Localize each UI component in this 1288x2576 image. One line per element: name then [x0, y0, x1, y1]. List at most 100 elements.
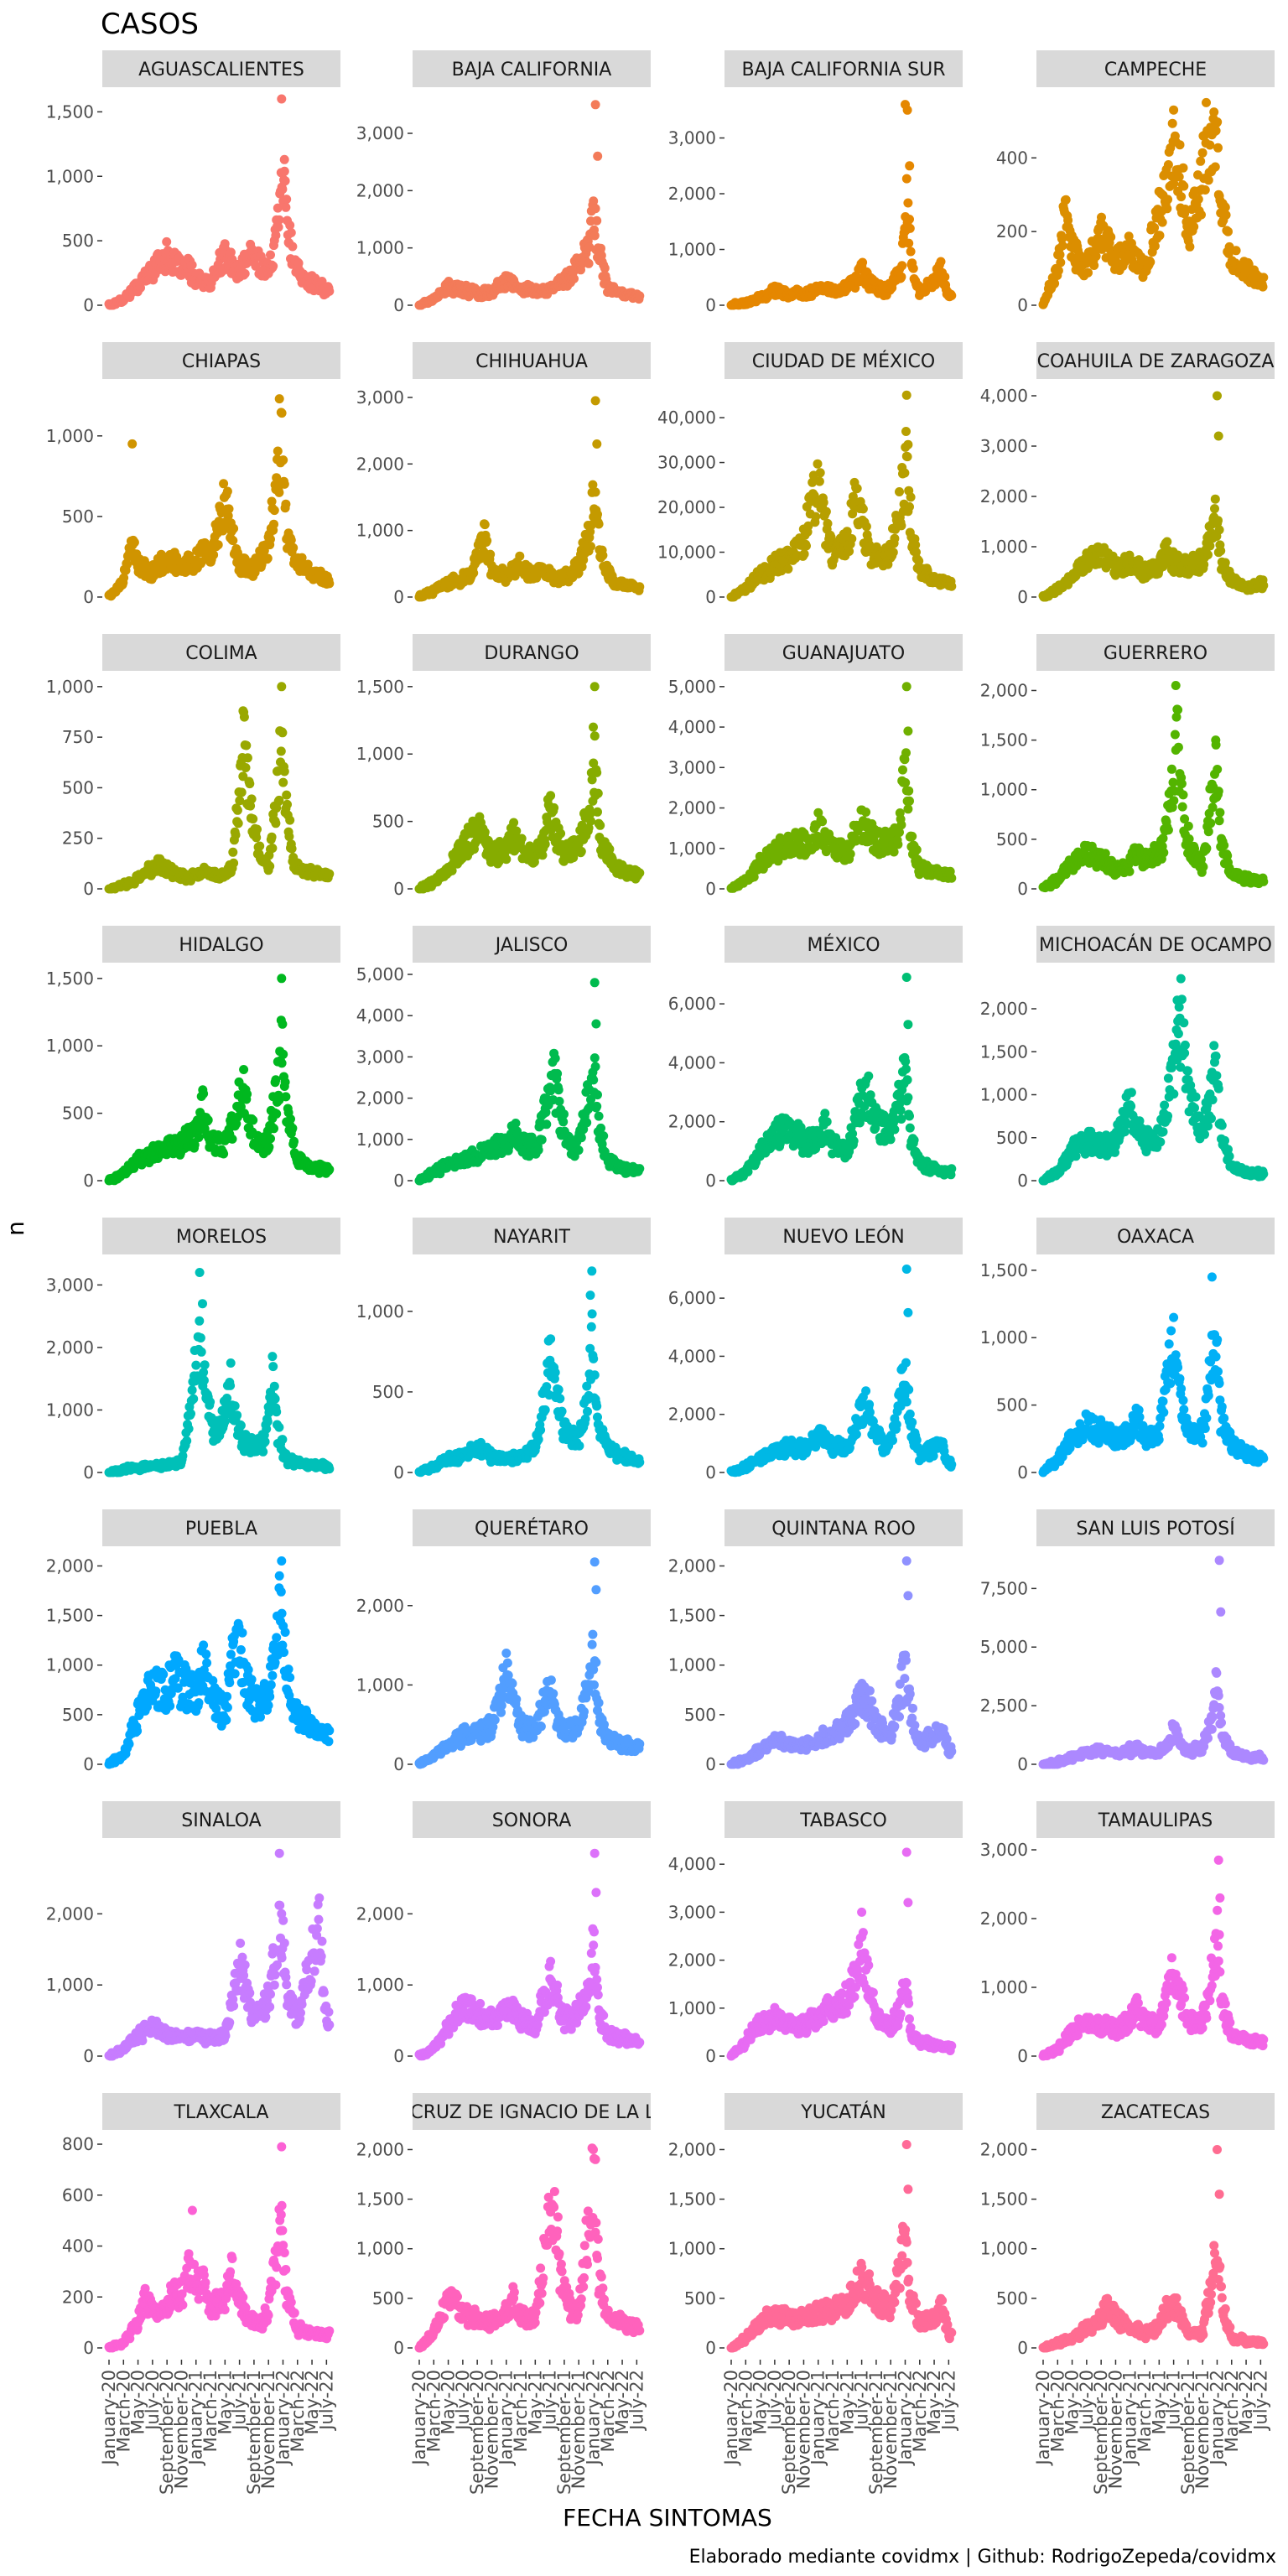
data-point [901, 748, 911, 758]
data-point [559, 1109, 569, 1119]
data-point [1159, 848, 1169, 858]
data-points [104, 394, 335, 601]
data-point [278, 1049, 288, 1059]
data-point [278, 1019, 288, 1029]
facet-strip-label: CHIAPAS [182, 351, 261, 372]
data-point [818, 497, 828, 507]
chart-caption: Elaborado mediante covidmx | Github: Rod… [689, 2547, 1276, 2568]
data-point [1162, 537, 1172, 547]
y-tick-label: 1,000 [46, 166, 94, 186]
data-point [1213, 787, 1223, 797]
data-point [288, 242, 298, 252]
data-point [280, 1078, 290, 1087]
y-tick-label: 500 [62, 777, 94, 797]
y-tick-label: 1,000 [46, 677, 94, 697]
data-point [590, 1062, 600, 1072]
data-point-peak [1202, 97, 1211, 107]
data-point [905, 501, 914, 512]
y-tick-label: 3,000 [356, 123, 404, 143]
data-point [264, 1142, 274, 1152]
y-tick-label: 0 [705, 295, 716, 315]
data-point [274, 487, 284, 497]
data-point [815, 468, 825, 478]
data-point [277, 1058, 287, 1068]
y-tick-label: 2,000 [980, 486, 1028, 506]
data-points [1038, 391, 1269, 602]
data-point [1155, 231, 1165, 241]
data-point [936, 257, 946, 267]
data-point [820, 1109, 830, 1119]
facet-strip-label: GUANAJUATO [782, 643, 905, 664]
data-point-peak [901, 682, 911, 692]
data-point [1177, 802, 1187, 812]
data-point [823, 518, 833, 528]
data-point [895, 487, 904, 496]
data-point [1196, 156, 1206, 166]
data-point [893, 839, 903, 849]
data-point [549, 802, 559, 813]
data-point [593, 1090, 602, 1100]
data-point [1213, 143, 1223, 153]
y-tick-label: 0 [1017, 587, 1028, 607]
data-point [231, 830, 241, 840]
data-point [1259, 273, 1269, 283]
y-tick-label: 1,000 [356, 521, 404, 541]
data-point [907, 831, 917, 841]
data-point [1200, 185, 1210, 195]
data-point [1178, 163, 1188, 173]
data-point [252, 833, 262, 843]
data-point [1050, 278, 1060, 288]
data-point-peak [902, 105, 912, 115]
data-point [241, 763, 251, 772]
facet-strip-label: BAJA CALIFORNIA SUR [741, 60, 945, 80]
y-tick-label: 0 [393, 1171, 404, 1191]
y-tick-label: 500 [62, 1104, 94, 1124]
y-tick-label: 2,000 [980, 680, 1028, 700]
data-point [947, 581, 957, 591]
data-point [1203, 550, 1213, 560]
data-point [480, 520, 490, 530]
data-point-peak [279, 154, 289, 164]
data-point [1193, 195, 1203, 205]
data-point [904, 238, 914, 248]
data-point [898, 765, 907, 775]
data-point-peak [277, 682, 287, 692]
data-point [283, 799, 292, 809]
data-point [274, 215, 284, 225]
data-point-peak [274, 394, 284, 404]
data-point [266, 534, 275, 544]
data-point [248, 1115, 258, 1125]
facet-strip-label: COLIMA [185, 643, 257, 664]
data-point [278, 184, 288, 195]
data-point [605, 844, 615, 854]
data-point-peak [590, 396, 600, 406]
data-point [1231, 246, 1241, 256]
data-point [233, 818, 243, 828]
data-point [1197, 148, 1208, 158]
data-point [599, 1131, 609, 1141]
data-point [1173, 742, 1183, 752]
data-point [905, 215, 914, 224]
data-point [1061, 195, 1071, 205]
data-point [576, 846, 586, 856]
data-point-peak [277, 94, 287, 104]
data-point-peak [903, 439, 913, 449]
y-tick-label: 0 [83, 879, 94, 899]
data-point [486, 549, 496, 559]
data-point [282, 195, 292, 205]
data-point [589, 1075, 599, 1085]
data-point [902, 452, 912, 462]
data-point [1170, 730, 1180, 740]
data-point [1185, 242, 1195, 252]
data-point [1057, 241, 1067, 251]
data-point [1178, 790, 1188, 800]
facet-strip-label: COAHUILA DE ZARAGOZA [1037, 351, 1275, 372]
data-point [586, 816, 595, 826]
y-tick-label: 500 [372, 812, 404, 832]
y-tick-label: 500 [62, 506, 94, 527]
data-point [122, 559, 132, 569]
